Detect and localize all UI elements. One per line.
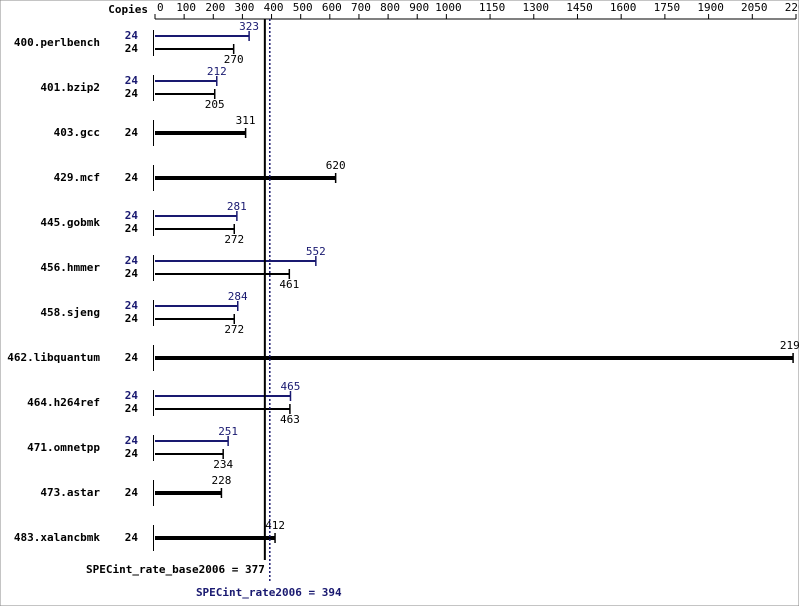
x-tick-label: 800 [380, 1, 400, 14]
bar [155, 93, 215, 95]
reference-label: SPECint_rate2006 = 394 [196, 586, 342, 599]
x-tick-label: 700 [351, 1, 371, 14]
x-tick-label: 1450 [566, 1, 593, 14]
value-label: 284 [228, 290, 248, 303]
bar [155, 48, 234, 50]
value-label: 323 [239, 20, 259, 33]
category-label: 462.libquantum [7, 351, 100, 364]
bar [155, 305, 238, 307]
category-label: 401.bzip2 [40, 81, 100, 94]
value-label: 463 [280, 413, 300, 426]
x-tick-label: 1900 [697, 1, 724, 14]
copies-label: 24 [125, 29, 139, 42]
bar [155, 273, 290, 275]
value-label: 281 [227, 200, 247, 213]
x-tick-label: 0 [157, 1, 164, 14]
x-tick-label: 900 [409, 1, 429, 14]
bar [155, 408, 290, 410]
copies-label: 24 [125, 222, 139, 235]
copies-label: 24 [125, 74, 139, 87]
copies-label: 24 [125, 126, 139, 139]
bar [155, 356, 794, 360]
bar [155, 35, 250, 37]
copies-label: 24 [125, 42, 139, 55]
x-tick-label: 1750 [654, 1, 681, 14]
copies-label: 24 [125, 486, 139, 499]
value-label: 465 [281, 380, 301, 393]
value-label: 234 [213, 458, 233, 471]
value-label: 2190 [780, 339, 799, 352]
copies-label: 24 [125, 531, 139, 544]
category-label: 458.sjeng [40, 306, 100, 319]
reference-label: SPECint_rate_base2006 = 377 [86, 563, 265, 576]
copies-label: 24 [125, 254, 139, 267]
value-label: 251 [218, 425, 238, 438]
bar [155, 260, 316, 262]
bar [155, 395, 291, 397]
x-tick-label: 1600 [610, 1, 637, 14]
copies-label: 24 [125, 389, 139, 402]
copies-label: 24 [125, 299, 139, 312]
value-label: 552 [306, 245, 326, 258]
value-label: 620 [326, 159, 346, 172]
copies-label: 24 [125, 209, 139, 222]
copies-label: 24 [125, 434, 139, 447]
bar [155, 215, 237, 217]
x-tick-label: 2050 [741, 1, 768, 14]
category-label: 429.mcf [54, 171, 100, 184]
x-tick-label: 100 [176, 1, 196, 14]
bar [155, 131, 246, 135]
x-tick-label: 400 [264, 1, 284, 14]
bar [155, 440, 229, 442]
value-label: 461 [279, 278, 299, 291]
value-label: 205 [205, 98, 225, 111]
category-label: 403.gcc [54, 126, 100, 139]
category-label: 456.hmmer [40, 261, 100, 274]
value-label: 212 [207, 65, 227, 78]
copies-label: 24 [125, 87, 139, 100]
copies-label: 24 [125, 447, 139, 460]
bar [155, 536, 276, 540]
x-tick-label: 500 [293, 1, 313, 14]
x-tick-label: 600 [322, 1, 342, 14]
category-label: 445.gobmk [40, 216, 100, 229]
bar [155, 318, 235, 320]
copies-label: 24 [125, 267, 139, 280]
value-label: 270 [224, 53, 244, 66]
x-tick-label: 1150 [479, 1, 506, 14]
copies-label: 24 [125, 351, 139, 364]
category-label: 400.perlbench [14, 36, 100, 49]
value-label: 272 [224, 323, 244, 336]
x-tick-label: 1000 [435, 1, 462, 14]
bar [155, 453, 224, 455]
value-label: 228 [211, 474, 231, 487]
x-tick-label: 1300 [523, 1, 550, 14]
copies-label: 24 [125, 171, 139, 184]
value-label: 311 [236, 114, 256, 127]
category-label: 471.omnetpp [27, 441, 100, 454]
bar [155, 491, 222, 495]
bar [155, 228, 235, 230]
copies-label: 24 [125, 312, 139, 325]
category-label: 464.h264ref [27, 396, 100, 409]
value-label: 412 [265, 519, 285, 532]
category-label: 473.astar [40, 486, 100, 499]
x-tick-label: 200 [205, 1, 225, 14]
copies-label: 24 [125, 402, 139, 415]
x-tick-label: 300 [234, 1, 254, 14]
x-tick-label: 2200 [785, 1, 799, 14]
bar [155, 80, 217, 82]
copies-header: Copies [108, 3, 148, 16]
category-label: 483.xalancbmk [14, 531, 100, 544]
value-label: 272 [224, 233, 244, 246]
bar [155, 176, 336, 180]
